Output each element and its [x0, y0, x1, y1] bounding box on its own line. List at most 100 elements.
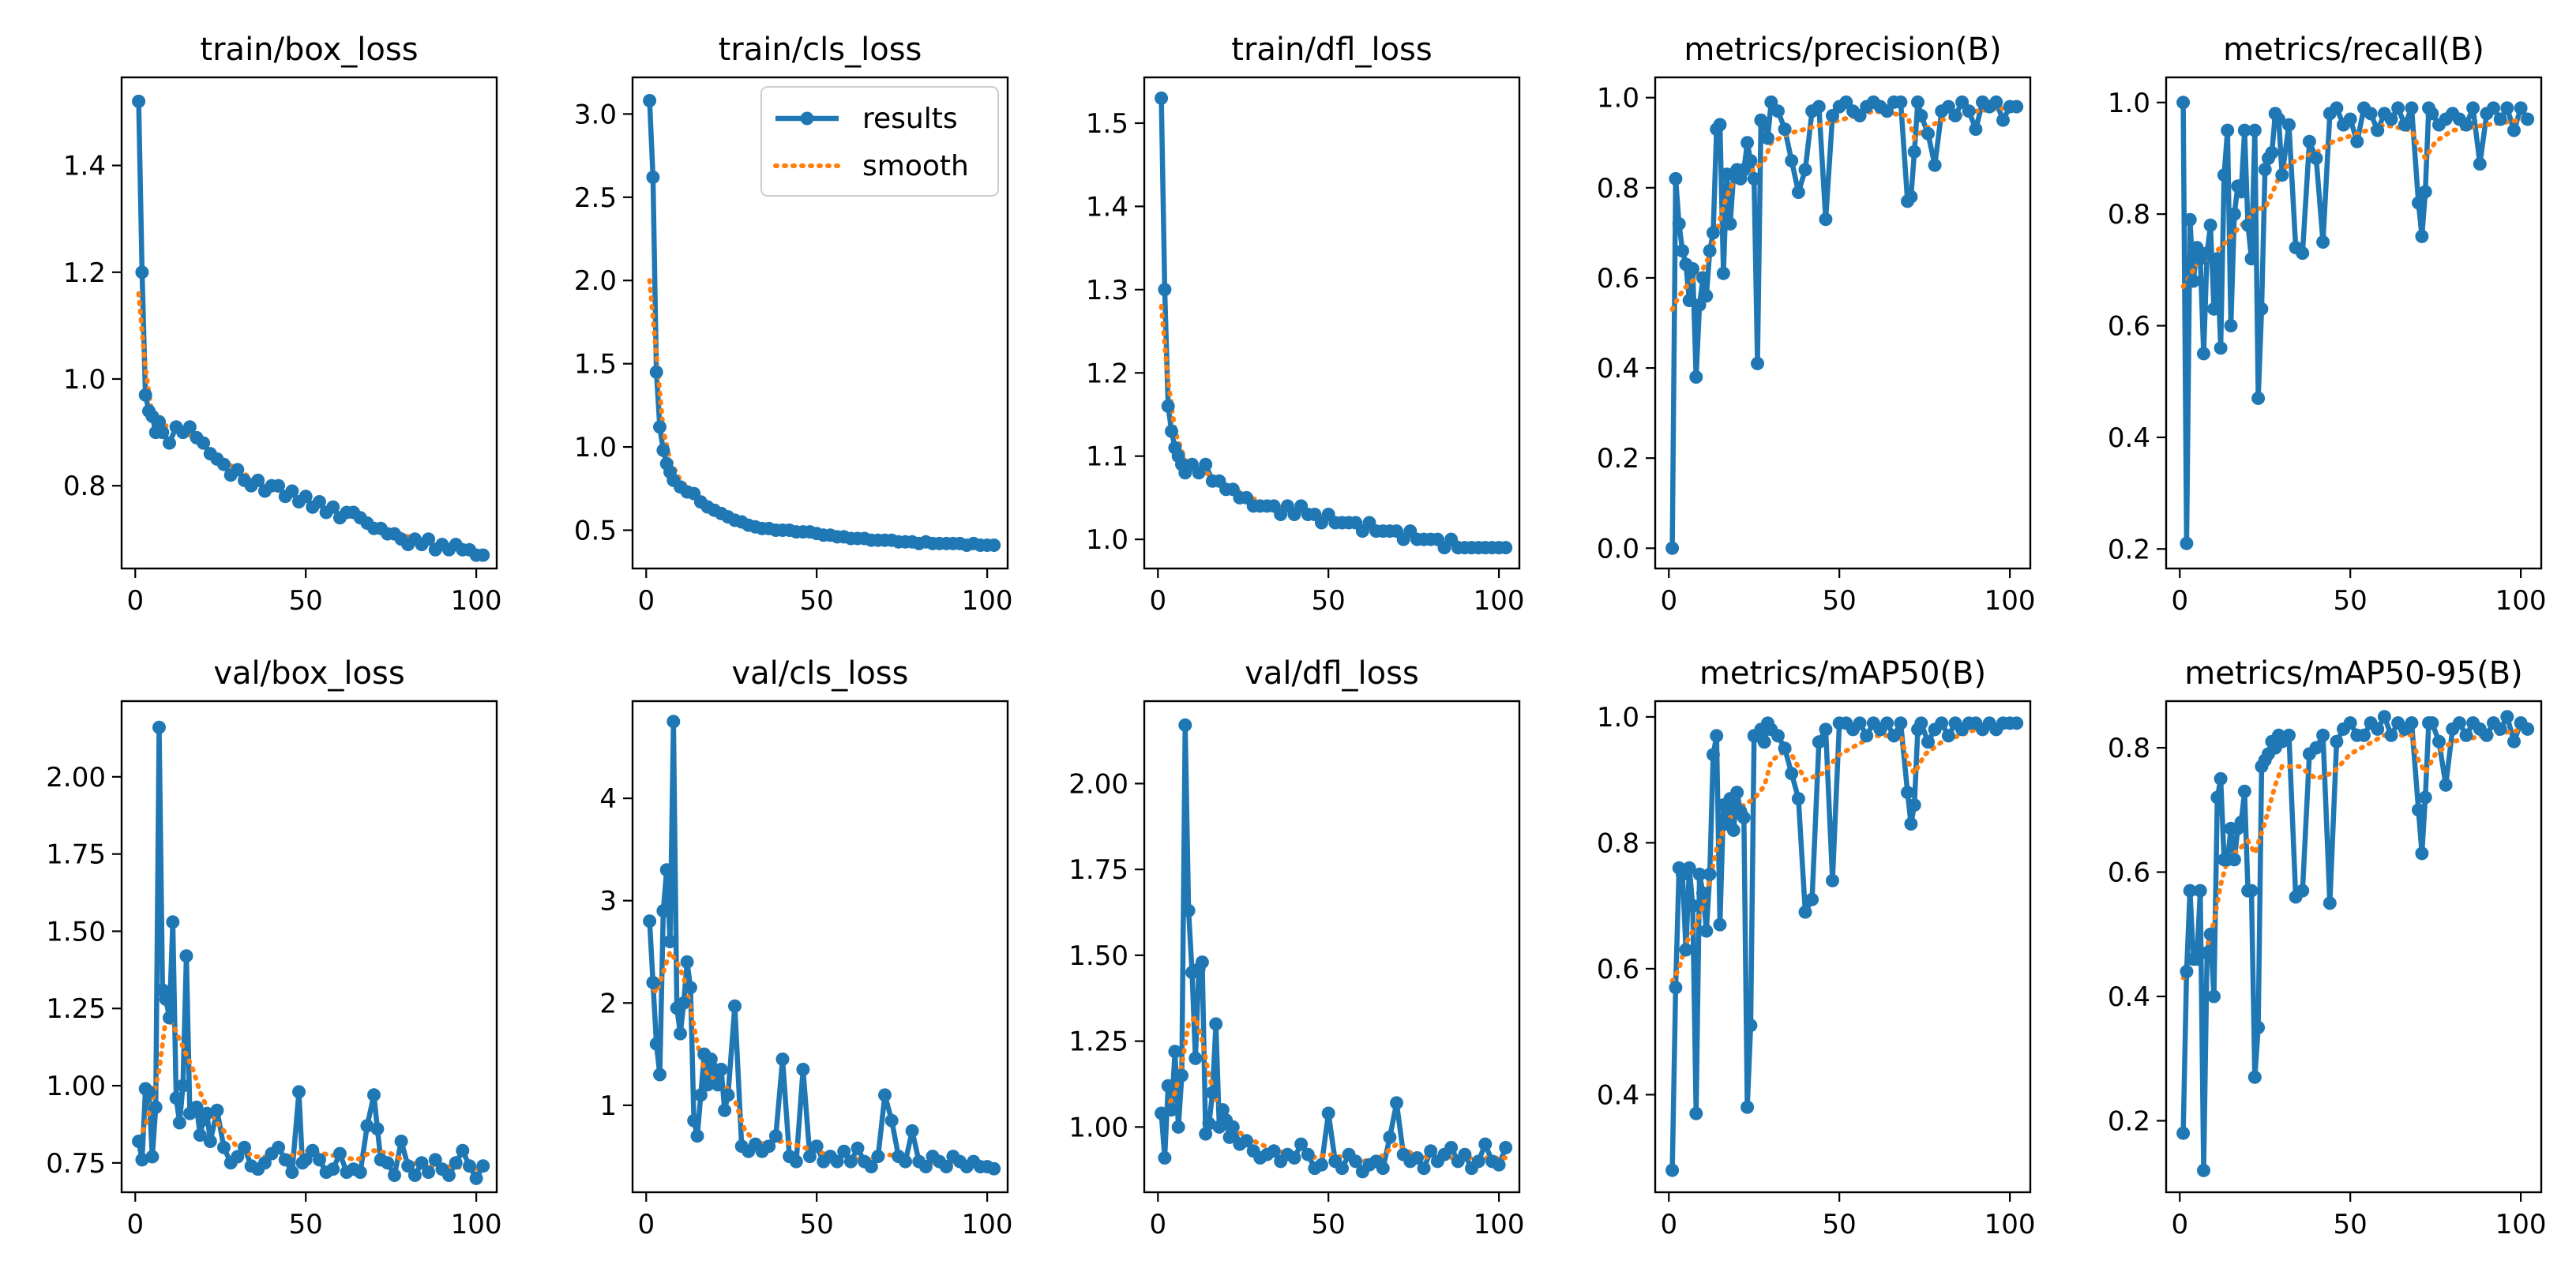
results-point: [2244, 884, 2259, 898]
results-point: [1706, 748, 1720, 762]
results-point: [1880, 716, 1894, 730]
results-point: [884, 1113, 899, 1128]
results-point: [2500, 710, 2514, 724]
axes-frame: [120, 76, 498, 570]
results-point: [272, 1140, 286, 1154]
results-series-line: [136, 99, 486, 558]
results-point: [1226, 1120, 1240, 1134]
results-point: [803, 1150, 817, 1164]
y-tick-label: 0.8: [2108, 733, 2150, 764]
results-point: [407, 1169, 422, 1182]
smooth-series-line: [1158, 1012, 1508, 1164]
results-point: [2221, 123, 2235, 137]
results-point: [2384, 112, 2398, 126]
results-point: [476, 548, 490, 562]
chart-panel: val/box_loss 0 50 100 0.75 1.00 1.25 1.50 1.75 2.…: [46, 655, 501, 1240]
results-point: [1202, 1116, 1216, 1131]
y-tick-label: 1: [599, 1090, 617, 1122]
results-point: [299, 490, 313, 504]
results-point: [1853, 716, 1867, 730]
chart-title: metrics/mAP50-95(B): [2184, 655, 2522, 692]
results-point: [2241, 218, 2255, 232]
results-point: [1941, 729, 1955, 743]
axes-frame: [2165, 76, 2543, 570]
results-point: [2244, 252, 2259, 266]
results-point: [2425, 716, 2439, 730]
results-point: [1444, 1141, 1459, 1154]
results-point: [1921, 735, 1935, 749]
results-point: [2200, 246, 2214, 261]
results-point: [156, 426, 170, 440]
results-point: [1471, 1154, 1485, 1169]
results-point: [1894, 716, 1908, 730]
results-point: [2302, 134, 2316, 148]
results-point: [401, 1159, 415, 1173]
y-tick-label: 0.2: [2108, 534, 2150, 565]
results-point: [1757, 118, 1771, 132]
results-point: [132, 94, 146, 108]
y-tick-label: 1.0: [63, 364, 106, 396]
y-tick-label: 1.5: [1086, 108, 1128, 140]
results-point: [1894, 95, 1908, 109]
results-point: [1321, 1106, 1335, 1120]
results-point: [1751, 356, 1764, 370]
results-point: [1819, 212, 1833, 227]
results-series-line: [1669, 720, 2019, 1173]
results-point: [2183, 212, 2197, 227]
plot-area: [643, 715, 1001, 1176]
axes-frame: [1654, 76, 2032, 570]
results-point: [1171, 1120, 1185, 1134]
results-point: [2190, 952, 2204, 966]
y-tick-label: 0.75: [46, 1148, 106, 1180]
results-point: [2296, 884, 2310, 898]
axes-frame: [2165, 700, 2543, 1194]
y-tick-label: 2: [599, 988, 617, 1019]
results-point: [1730, 786, 1744, 800]
plot-area: [1155, 91, 1513, 555]
plot-area: [2176, 710, 2535, 1177]
y-tick-label: 1.0: [1086, 524, 1128, 556]
results-point: [714, 1063, 728, 1076]
chart-title: metrics/recall(B): [2223, 32, 2484, 68]
results-point: [1726, 824, 1740, 837]
results-point: [2214, 771, 2228, 786]
results-point: [2364, 107, 2378, 121]
results-point: [394, 1135, 408, 1148]
chart-title: metrics/precision(B): [1684, 32, 2001, 68]
results-point: [1205, 1086, 1219, 1100]
axes-frame: [1143, 76, 1521, 570]
legend-results-label: results: [862, 103, 958, 135]
results-point: [2197, 1163, 2210, 1177]
plot-area: [1155, 718, 1513, 1179]
results-point: [1969, 122, 1983, 137]
results-point: [1155, 91, 1169, 105]
results-point: [2237, 784, 2251, 798]
y-tick-label: 3: [599, 886, 617, 917]
x-tick-label: 50: [289, 585, 323, 617]
results-point: [2466, 101, 2480, 115]
y-tick-label: 1.25: [1068, 1026, 1128, 1058]
results-point: [1744, 154, 1758, 168]
results-point: [2176, 1126, 2191, 1140]
results-point: [1744, 1019, 1758, 1033]
chart-title: val/box_loss: [213, 655, 404, 692]
y-tick-label: 0.4: [1597, 353, 1639, 385]
results-point: [132, 1135, 146, 1148]
results-point: [2415, 229, 2429, 243]
results-point: [1699, 924, 1714, 938]
results-point: [1761, 131, 1774, 145]
results-point: [2343, 112, 2357, 126]
results-point: [871, 1150, 885, 1164]
results-point: [1948, 109, 1962, 122]
results-point: [2180, 536, 2194, 550]
results-point: [142, 1085, 156, 1099]
results-point: [643, 914, 657, 929]
results-point: [1665, 1163, 1680, 1177]
results-point: [1181, 903, 1196, 917]
y-tick-label: 1.25: [46, 993, 106, 1025]
results-point: [683, 981, 697, 995]
results-point: [332, 1146, 347, 1161]
results-point: [987, 1161, 1001, 1176]
results-point: [1904, 817, 1918, 831]
x-tick-label: 0: [126, 1209, 144, 1240]
